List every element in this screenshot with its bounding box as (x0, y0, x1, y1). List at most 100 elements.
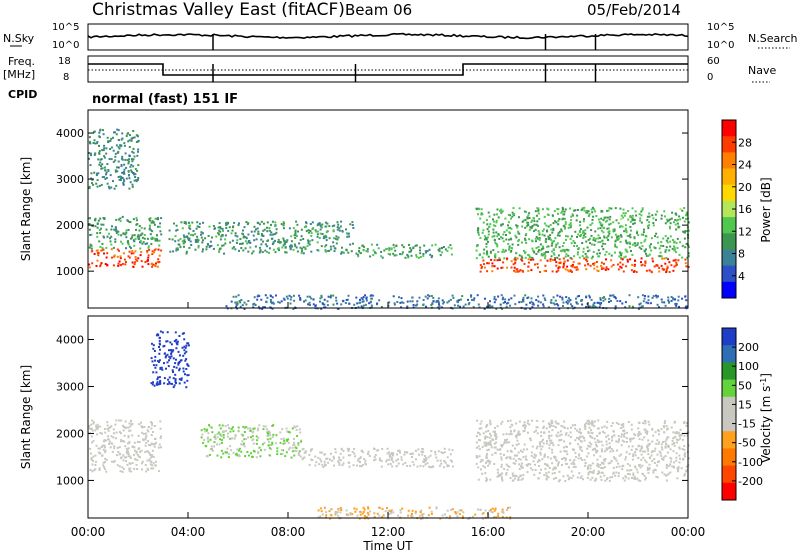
heatmap-cell (404, 256, 407, 259)
heatmap-cell (348, 448, 351, 451)
frequency-line (88, 63, 688, 76)
heatmap-cell (135, 228, 137, 231)
heatmap-cell (353, 303, 356, 306)
heatmap-cell (429, 454, 432, 457)
heatmap-cell (98, 184, 101, 187)
heatmap-cell (125, 166, 128, 169)
heatmap-cell (237, 224, 240, 227)
heatmap-cell (119, 179, 122, 181)
heatmap-cell (259, 455, 262, 458)
heatmap-cell (554, 257, 557, 259)
heatmap-cell (592, 251, 595, 253)
heatmap-cell (123, 258, 126, 261)
heatmap-cell (589, 445, 592, 448)
heatmap-cell (152, 381, 154, 384)
heatmap-cell (151, 383, 154, 386)
heatmap-cell (527, 463, 530, 465)
heatmap-cell (348, 235, 351, 238)
heatmap-cell (482, 465, 485, 468)
heatmap-cell (650, 271, 653, 274)
heatmap-cell (494, 431, 496, 434)
heatmap-cell (240, 242, 243, 245)
heatmap-cell (125, 236, 128, 239)
heatmap-cell (646, 447, 649, 450)
heatmap-cell (486, 223, 489, 226)
heatmap-cell (345, 513, 348, 516)
heatmap-cell (623, 230, 626, 233)
heatmap-cell (414, 449, 417, 452)
heatmap-cell (533, 431, 536, 433)
heatmap-cell (422, 304, 425, 306)
heatmap-cell (558, 218, 561, 221)
heatmap-cell (333, 237, 335, 240)
heatmap-cell (415, 255, 418, 258)
heatmap-cell (505, 457, 508, 460)
heatmap-cell (106, 235, 109, 238)
heatmap-cell (121, 137, 124, 140)
heatmap-cell (120, 164, 123, 166)
heatmap-cell (589, 305, 592, 308)
heatmap-cell (397, 462, 400, 465)
heatmap-cell (181, 332, 184, 335)
heatmap-cell (487, 443, 490, 446)
heatmap-cell (548, 437, 551, 440)
heatmap-cell (275, 442, 278, 445)
heatmap-cell (583, 218, 585, 221)
heatmap-cell (351, 221, 354, 224)
heatmap-cell (119, 255, 122, 258)
heatmap-cell (610, 265, 613, 268)
heatmap-cell (117, 176, 120, 178)
heatmap-cell (88, 266, 91, 269)
heatmap-cell (489, 252, 492, 254)
heatmap-cell (363, 245, 365, 248)
heatmap-cell (657, 429, 660, 432)
heatmap-cell (110, 442, 113, 445)
heatmap-cell (96, 259, 99, 262)
heatmap-cell (587, 465, 589, 468)
heatmap-cell (537, 300, 540, 303)
heatmap-cell (555, 261, 558, 264)
heatmap-cell (651, 440, 654, 443)
heatmap-cell (627, 210, 630, 212)
heatmap-cell (127, 242, 130, 245)
heatmap-cell (152, 263, 155, 266)
heatmap-cell (423, 458, 426, 461)
heatmap-cell (593, 454, 595, 457)
heatmap-cell (558, 246, 561, 249)
heatmap-cell (328, 237, 331, 240)
heatmap-cell (512, 207, 515, 210)
heatmap-cell (665, 257, 668, 259)
heatmap-cell (607, 231, 610, 233)
heatmap-cell (88, 427, 91, 430)
heatmap-cell (416, 465, 419, 468)
heatmap-cell (489, 423, 492, 426)
heatmap-cell (112, 264, 115, 267)
heatmap-cell (643, 297, 646, 300)
heatmap-cell (146, 459, 149, 462)
heatmap-cell (140, 462, 143, 465)
heatmap-cell (124, 158, 127, 161)
heatmap-cell (133, 446, 135, 449)
heatmap-cell (632, 270, 635, 273)
heatmap-cell (496, 267, 499, 270)
heatmap-cell (321, 223, 324, 226)
heatmap-cell (492, 228, 495, 231)
heatmap-cell (514, 477, 517, 480)
heatmap-cell (451, 449, 454, 452)
heatmap-cell (128, 467, 131, 470)
heatmap-cell (263, 228, 266, 231)
heatmap-cell (269, 295, 272, 298)
heatmap-cell (117, 230, 120, 233)
heatmap-cell (543, 455, 546, 457)
heatmap-cell (225, 227, 228, 229)
heatmap-cell (662, 441, 665, 443)
heatmap-cell (565, 296, 568, 299)
heatmap-cell (530, 297, 533, 300)
heatmap-cell (187, 239, 190, 242)
heatmap-cell (480, 267, 483, 270)
heatmap-cell (134, 458, 137, 461)
heatmap-cell (260, 298, 263, 301)
heatmap-cell (667, 436, 670, 439)
heatmap-cell (181, 346, 184, 349)
heatmap-cell (641, 294, 644, 297)
